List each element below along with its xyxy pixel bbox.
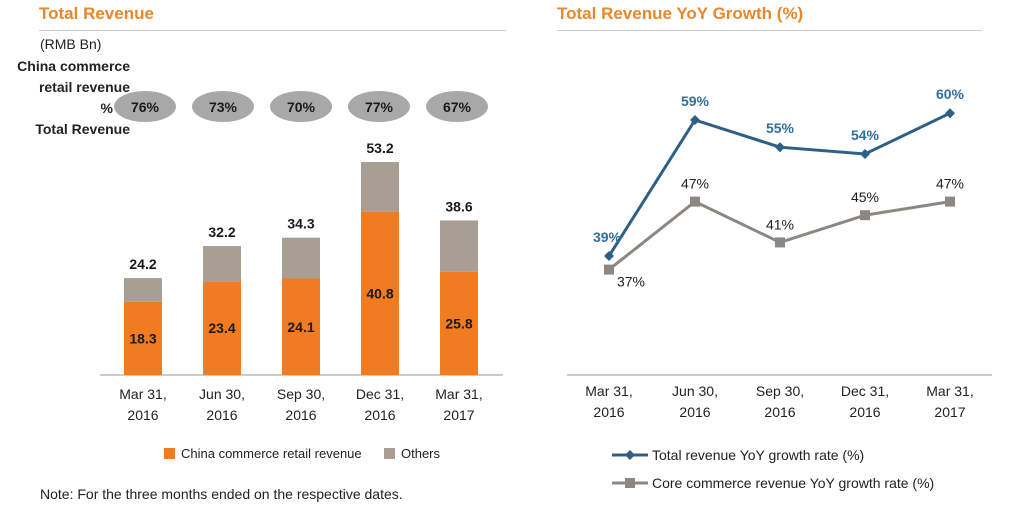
total-growth-point (604, 251, 614, 261)
bar-legend-item: China commerce retail revenue (164, 446, 362, 461)
core-growth-label: 47% (681, 176, 709, 192)
line-x-tick-label: 2016 (849, 404, 880, 420)
bar-total-label: 34.3 (287, 216, 314, 232)
share-pct-badge: 73% (192, 91, 254, 122)
bar-segment-label: 23.4 (208, 320, 235, 336)
square-marker-icon (612, 478, 648, 488)
share-label-line: retail revenue (38, 79, 130, 95)
core-growth-point (860, 210, 870, 221)
unit-label: (RMB Bn) (40, 36, 102, 52)
total-growth-point (860, 149, 870, 159)
total-growth-label: 39% (593, 229, 622, 245)
bar-legend-label: Others (401, 446, 441, 461)
share-label-line: Total Revenue (35, 121, 130, 137)
bar-others-segment (361, 162, 399, 212)
bar-x-tick-label: Dec 31, (356, 386, 404, 402)
bar-x-tick-label: 2016 (206, 407, 237, 423)
bar-segment-label: 40.8 (366, 285, 393, 301)
bar-retail-segment (440, 271, 478, 375)
bar-retail-segment (282, 278, 320, 375)
core-growth-label: 37% (617, 274, 645, 290)
bar-others-segment (440, 220, 478, 272)
bar-total-label: 24.2 (129, 256, 156, 272)
core-growth-label: 47% (936, 176, 964, 192)
bar-x-tick-label: Sep 30, (277, 386, 325, 402)
line-legend-item: Core commerce revenue YoY growth rate (%… (612, 475, 934, 491)
share-label: China commerce retail revenue % of Total… (17, 56, 130, 140)
line-x-tick-label: Jun 30, (672, 383, 718, 399)
footnote: Note: For the three months ended on the … (40, 486, 403, 502)
diamond-marker-icon (612, 450, 648, 460)
right-title-rule (557, 30, 982, 31)
bar-segment-label: 24.1 (287, 319, 314, 335)
line-x-tick-label: 2016 (679, 404, 710, 420)
bar-others-segment (124, 278, 162, 302)
total-growth-point (690, 115, 700, 125)
bar-x-tick-label: Mar 31, (435, 386, 482, 402)
bar-x-tick-label: Mar 31, (119, 386, 166, 402)
line-legend-label: Total revenue YoY growth rate (%) (652, 447, 865, 463)
bar-others-segment (282, 237, 320, 279)
total-growth-point (775, 142, 785, 153)
bar-total-label: 53.2 (366, 140, 393, 156)
share-label-line: China commerce (17, 58, 130, 74)
line-x-tick-label: Dec 31, (841, 383, 889, 399)
bar-retail-segment (203, 281, 241, 375)
bar-segment-label: 18.3 (129, 330, 156, 346)
bar-x-tick-label: Jun 30, (199, 386, 245, 402)
total-growth-point (945, 108, 955, 119)
bar-x-tick-label: 2017 (443, 407, 474, 423)
bar-legend-swatch (164, 448, 175, 459)
line-legend-item: Total revenue YoY growth rate (%) (612, 447, 864, 463)
core-growth-point (945, 196, 955, 207)
core-growth-line (608, 199, 951, 271)
line-x-tick-label: 2017 (934, 404, 965, 420)
bar-segment-label: 25.8 (445, 315, 472, 331)
share-pct-badge: 77% (348, 91, 410, 122)
bar-others-segment (203, 246, 241, 282)
left-chart-title: Total Revenue (39, 4, 154, 23)
bar-total-label: 32.2 (208, 224, 235, 240)
core-growth-point (690, 196, 700, 207)
share-pct-badge: 70% (270, 91, 332, 122)
core-growth-point (775, 237, 785, 248)
bar-x-tick-label: 2016 (285, 407, 316, 423)
share-pct-badge: 76% (114, 91, 176, 122)
bar-total-label: 38.6 (445, 198, 472, 214)
bar-legend-label: China commerce retail revenue (181, 446, 362, 461)
left-title-rule (39, 30, 506, 31)
line-legend-label: Core commerce revenue YoY growth rate (%… (652, 475, 935, 491)
core-growth-label: 45% (851, 189, 879, 205)
line-x-tick-label: Sep 30, (756, 383, 804, 399)
bar-x-tick-label: 2016 (127, 407, 158, 423)
bar-retail-segment (361, 211, 399, 375)
bar-x-tick-label: 2016 (364, 407, 395, 423)
line-x-tick-label: 2016 (593, 404, 624, 420)
core-growth-point (604, 264, 614, 275)
total-growth-label: 60% (936, 86, 965, 102)
total-growth-label: 54% (851, 127, 880, 143)
line-x-tick-label: 2016 (764, 404, 795, 420)
bar-legend-swatch (384, 448, 395, 459)
core-growth-label: 41% (766, 216, 794, 232)
share-pct-badge: 67% (426, 91, 488, 122)
bar-retail-segment (124, 301, 162, 375)
total-growth-label: 55% (766, 120, 795, 136)
right-chart-title: Total Revenue YoY Growth (%) (557, 4, 804, 23)
bar-legend-item: Others (384, 446, 440, 461)
line-x-tick-label: Mar 31, (585, 383, 632, 399)
line-x-tick-label: Mar 31, (926, 383, 973, 399)
total-growth-label: 59% (681, 93, 710, 109)
